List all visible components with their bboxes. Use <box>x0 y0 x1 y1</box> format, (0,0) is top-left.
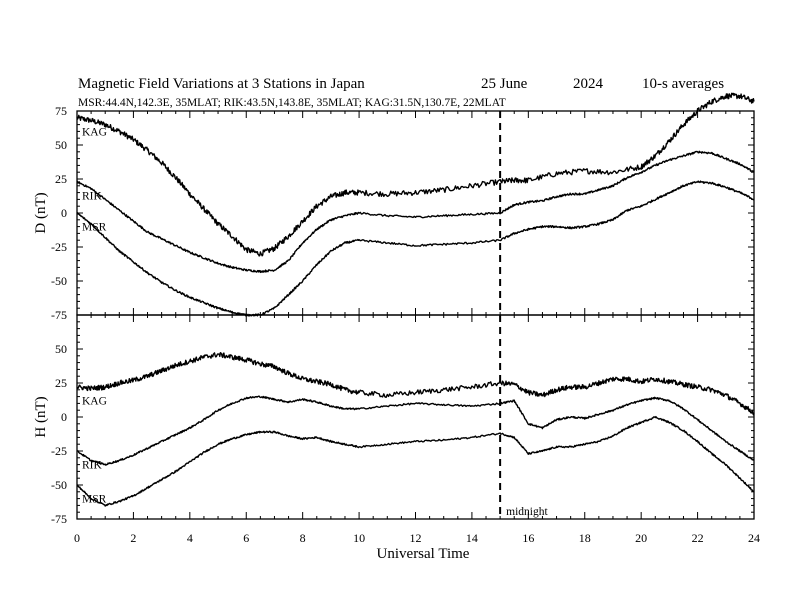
panel-h-y-tick-label: 25 <box>55 376 67 390</box>
panel-d-frame <box>76 110 755 316</box>
panel-d-y-tick-label: -75 <box>51 308 67 322</box>
x-tick-label: 18 <box>579 531 591 545</box>
panel-d-label-kag: KAG <box>82 126 107 138</box>
x-tick-label: 14 <box>466 531 478 545</box>
x-tick-label: 6 <box>243 531 249 545</box>
x-tick-label: 2 <box>130 531 136 545</box>
x-axis-label: Universal Time <box>377 546 470 562</box>
panel-h-series-rik <box>76 395 755 466</box>
x-tick-label: 24 <box>748 531 760 545</box>
panel-d-series-msr <box>76 180 755 317</box>
panel-h-frame <box>76 314 755 520</box>
panel-h-label-kag: KAG <box>82 396 107 408</box>
x-tick-label: 16 <box>522 531 534 545</box>
chart-title: Magnetic Field Variations at 3 Stations … <box>78 76 365 92</box>
panel-d-y-tick-label: 0 <box>61 206 67 220</box>
panel-d-y-tick-label: 25 <box>55 172 67 186</box>
x-tick-label: 4 <box>187 531 193 545</box>
panel-h-y-tick-label: -50 <box>51 478 67 492</box>
x-tick-label: 8 <box>300 531 306 545</box>
panel-h-series-kag <box>76 352 755 416</box>
x-tick-label: 22 <box>692 531 704 545</box>
chart-year: 2024 <box>573 76 604 92</box>
plot-layer: 75 50 25 0 -25 -50 -75 KAG RIK MSR 50 25 0 -25 -50 -75 K… <box>51 92 760 545</box>
x-tick-label: 20 <box>635 531 647 545</box>
panel-d-series-kag <box>76 92 755 257</box>
panel-d-y-label: D (nT) <box>33 192 49 233</box>
panel-h-y-tick-label: -75 <box>51 512 67 526</box>
panel-h-y-tick-label: -25 <box>51 444 67 458</box>
stations-coordinates: MSR:44.4N,142.3E, 35MLAT; RIK:43.5N,143.… <box>78 97 506 109</box>
x-tick-label: 12 <box>410 531 422 545</box>
panel-d-y-tick-label: 50 <box>55 138 67 152</box>
x-tick-label: 0 <box>74 531 80 545</box>
panel-h-y-tick-label: 0 <box>61 410 67 424</box>
x-tick-label: 10 <box>353 531 365 545</box>
panel-h-series-msr <box>76 415 755 507</box>
panel-d-y-tick-label: 75 <box>55 104 67 118</box>
panel-d-y-tick-label: -25 <box>51 240 67 254</box>
panel-h-y-tick-label: 50 <box>55 342 67 356</box>
midnight-label: midnight <box>506 506 548 518</box>
panel-h-label-rik: RIK <box>82 460 103 472</box>
panel-d-label-msr: MSR <box>82 222 107 234</box>
panel-d-label-rik: RIK <box>82 190 103 202</box>
panel-h-y-label: H (nT) <box>33 396 49 437</box>
panel-h-label-msr: MSR <box>82 494 107 506</box>
chart-averaging: 10-s averages <box>642 76 724 92</box>
chart-date: 25 June <box>481 76 528 92</box>
panel-d-y-tick-label: -50 <box>51 274 67 288</box>
panel-d-series-rik <box>76 150 755 274</box>
